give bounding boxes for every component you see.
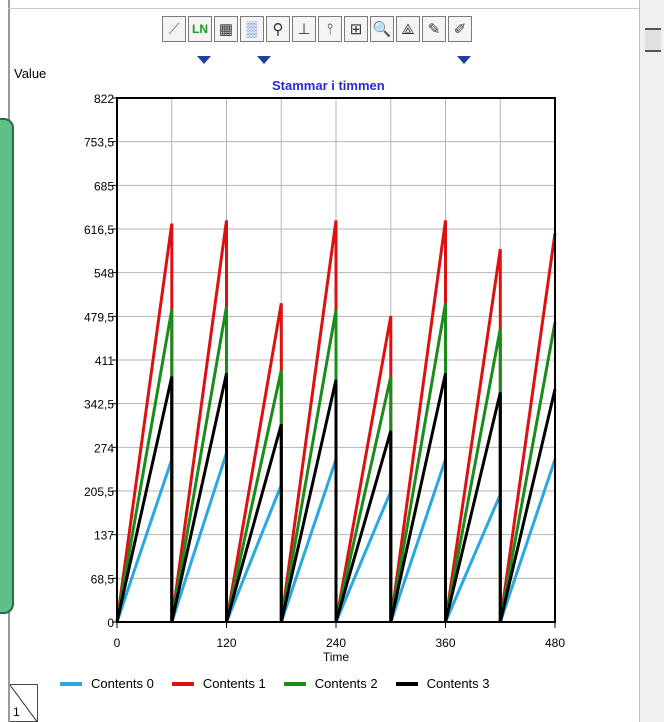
scrollbar-thumb[interactable] xyxy=(645,28,661,52)
legend-item: Contents 3 xyxy=(395,676,490,691)
legend-item: Contents 2 xyxy=(283,676,378,691)
x-tick-label: 0 xyxy=(114,636,121,650)
y-tick-label: 685 xyxy=(94,179,114,193)
toolbar-marker-icon xyxy=(457,56,471,64)
legend-swatch xyxy=(60,681,82,686)
scale-icon[interactable]: ⟁ xyxy=(396,16,420,42)
y-tick-label: 822 xyxy=(94,92,114,106)
y-tick-label: 0 xyxy=(107,616,114,630)
pin-icon[interactable]: ⚲ xyxy=(266,16,290,42)
chart-title: Stammar i timmen xyxy=(272,78,385,93)
toolbar-marker-icon xyxy=(257,56,271,64)
legend-swatch xyxy=(283,681,306,686)
ln-scale-icon[interactable]: LN xyxy=(188,16,212,42)
zoom-icon[interactable]: 🔍 xyxy=(370,16,394,42)
y-tick-label: 548 xyxy=(94,267,114,281)
y-tick-label: 274 xyxy=(94,441,114,455)
y-tick-label: 68,5 xyxy=(91,572,115,586)
page-indicator[interactable]: 1 xyxy=(10,684,38,722)
corner-fold-icon xyxy=(10,685,37,721)
x-axis-icon[interactable]: ⊥ xyxy=(292,16,316,42)
window-top-border xyxy=(8,8,640,9)
data-table-icon[interactable]: ▦ xyxy=(214,16,238,42)
chart-legend: Contents 0 Contents 1 Contents 2 Contents 3 xyxy=(60,676,490,691)
plot-frame xyxy=(116,97,556,623)
x-tick-label: 360 xyxy=(435,636,455,650)
y-tick-label: 137 xyxy=(94,529,114,543)
y-axis-label: Value xyxy=(14,66,47,81)
x-tick-label: 480 xyxy=(545,636,565,650)
chart-toolbar: ⟋ LN ▦ ▒ ⚲ ⊥ ⫯ ⊞ 🔍 ⟁ ✎ ✐ xyxy=(162,16,472,42)
x-tick-label: 120 xyxy=(216,636,236,650)
eraser-icon[interactable]: ✐ xyxy=(448,16,472,42)
vertical-scrollbar[interactable] xyxy=(639,0,664,722)
page-number: 1 xyxy=(13,705,20,719)
y-tick-label: 411 xyxy=(95,354,114,368)
toolbar-marker-icon xyxy=(197,56,211,64)
legend-item: Contents 1 xyxy=(171,676,266,691)
legend-label: Contents 1 xyxy=(202,676,266,691)
x-axis-label: Time xyxy=(323,650,350,664)
legend-swatch xyxy=(171,681,194,686)
legend-item: Contents 0 xyxy=(60,676,154,691)
y-tick-label: 616,5 xyxy=(84,223,114,237)
y-axis-icon[interactable]: ⫯ xyxy=(318,16,342,42)
pencil-icon[interactable]: ✎ xyxy=(422,16,446,42)
legend-label: Contents 3 xyxy=(426,676,490,691)
y-tick-label: 205,5 xyxy=(84,485,114,499)
legend-label: Contents 0 xyxy=(91,676,154,691)
line-chart-icon[interactable]: ⟋ xyxy=(162,16,186,42)
xy-axis-icon[interactable]: ⊞ xyxy=(344,16,368,42)
series-line xyxy=(115,373,557,623)
legend-swatch xyxy=(395,681,418,686)
grid-icon[interactable]: ▒ xyxy=(240,16,264,42)
legend-label: Contents 2 xyxy=(314,676,378,691)
y-tick-label: 753,5 xyxy=(84,136,114,150)
y-tick-label: 479,5 xyxy=(84,310,114,324)
side-panel-tab[interactable] xyxy=(0,118,14,614)
y-tick-label: 342,5 xyxy=(84,398,114,412)
x-tick-label: 240 xyxy=(326,636,346,650)
